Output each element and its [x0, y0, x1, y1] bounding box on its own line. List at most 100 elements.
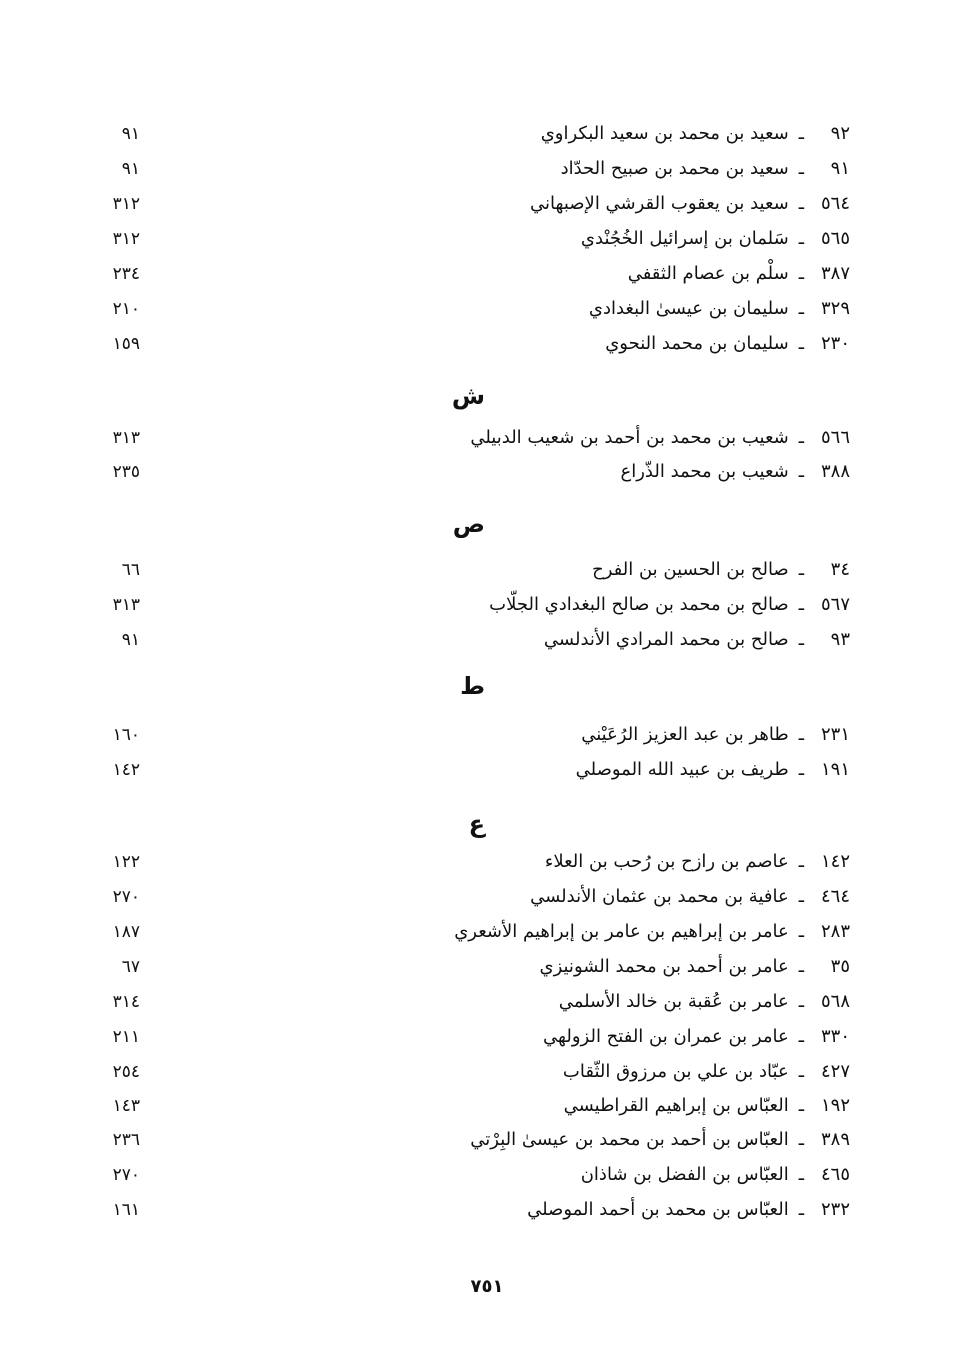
page-reference: ٩١: [60, 623, 140, 657]
entry-text: ٢٣٢ ـ العبّاس بن محمد بن أحمد الموصلي: [527, 1193, 850, 1227]
page-reference: ١٦١: [60, 1193, 140, 1227]
entry-dash: ـ: [798, 193, 804, 214]
entry-name: عافية بن محمد بن عثمان الأندلسي: [530, 886, 789, 907]
entry-text: ١٩١ ـ طريف بن عبيد الله الموصلي: [576, 753, 850, 787]
entry-text: ٢٨٣ ـ عامر بن إبراهيم بن عامر بن إبراهيم ا…: [454, 915, 850, 949]
entry-number: ٥٦٥: [820, 228, 850, 249]
index-entry: ١٩١ ـ طريف بن عبيد الله الموصلي ١٤٢: [0, 753, 956, 787]
entry-number: ٢٨٣: [820, 921, 850, 942]
page-reference: ٦٧: [60, 950, 140, 984]
page-reference: ٣١٣: [60, 588, 140, 622]
entry-dash: ـ: [798, 1129, 804, 1150]
entry-name: عامر بن عمران بن الفتح الزولهي: [543, 1026, 789, 1047]
index-entry: ٣٢٩ ـ سليمان بن عيسىٰ البغدادي ٢١٠: [0, 292, 956, 326]
entry-name: عامر بن أحمد بن محمد الشونيزي: [539, 956, 789, 977]
entry-dash: ـ: [798, 1061, 804, 1082]
entry-number: ٥٦٧: [820, 594, 850, 615]
page-reference-number: ٢١٠: [112, 299, 140, 319]
page-reference: ٣١٤: [60, 985, 140, 1019]
page-reference: ١٨٧: [60, 915, 140, 949]
entry-number: ٣٣٠: [820, 1026, 850, 1047]
page-reference-number: ١٨٧: [112, 922, 140, 942]
page-reference-number: ٢٣٦: [112, 1130, 140, 1150]
entry-number: ٣٢٩: [820, 298, 850, 319]
page-reference-number: ٣١٤: [112, 992, 140, 1012]
page-reference: ٩١: [60, 117, 140, 151]
page-reference: ٣١٣: [60, 421, 140, 455]
page-reference: ٢٧٠: [60, 880, 140, 914]
index-entry: ٣٤ ـ صالح بن الحسين بن الفرح ٦٦: [0, 553, 956, 587]
entry-name: طريف بن عبيد الله الموصلي: [575, 759, 789, 780]
page-reference-number: ٩١: [121, 159, 140, 179]
entry-number: ٣٨٨: [820, 461, 850, 482]
entry-name: العبّاس بن إبراهيم القراطيسي: [563, 1095, 789, 1116]
entry-name: العبّاس بن محمد بن أحمد الموصلي: [527, 1199, 789, 1220]
entry-number: ٣٨٧: [820, 263, 850, 284]
entry-name: عاصم بن رازح بن رُحب بن العلاء: [544, 851, 789, 872]
entry-name: شعيب بن محمد بن أحمد بن شعيب الدبيلي: [470, 427, 789, 448]
entry-name: صالح بن محمد المرادي الأندلسي: [543, 629, 789, 650]
entry-text: ٣٨٨ ـ شعيب بن محمد الذّراع: [620, 455, 850, 489]
entry-text: ٤٢٧ ـ عبّاد بن علي بن مرزوق الثّقاب: [563, 1055, 850, 1089]
index-entry: ٥٦٤ ـ سعيد بن يعقوب القرشي الإصبهاني ٣١٢: [0, 187, 956, 221]
index-entry: ٩١ ـ سعيد بن محمد بن صبيح الحدّاد ٩١: [0, 152, 956, 186]
page-reference-number: ٢٣٤: [112, 264, 140, 284]
entry-name: العبّاس بن الفضل بن شاذان: [580, 1164, 789, 1185]
entry-text: ٣٤ ـ صالح بن الحسين بن الفرح: [592, 553, 850, 587]
entry-name: صالح بن الحسين بن الفرح: [592, 559, 789, 580]
page-reference-number: ١٢٢: [112, 852, 140, 872]
entry-number: ٩٢: [830, 123, 850, 144]
page-reference-number: ١٤٢: [112, 760, 140, 780]
index-entry: ٥٦٧ ـ صالح بن محمد بن صالح البغدادي الجلّا…: [0, 588, 956, 622]
entry-name: عامر بن عُقبة بن خالد الأسلمي: [558, 991, 789, 1012]
page-reference-number: ٢٥٤: [112, 1062, 140, 1082]
page-reference-number: ٢٣٥: [112, 462, 140, 482]
entry-dash: ـ: [798, 427, 804, 448]
entry-dash: ـ: [798, 1199, 804, 1220]
entry-dash: ـ: [798, 228, 804, 249]
entry-text: ٣٨٧ ـ سلْم بن عصام الثقفي: [628, 257, 850, 291]
page-reference-number: ٢٧٠: [112, 887, 140, 907]
entry-text: ٥٦٧ ـ صالح بن محمد بن صالح البغدادي الجلّا…: [489, 588, 850, 622]
entry-number: ٤٢٧: [820, 1061, 850, 1082]
page-reference-number: ٦٧: [121, 957, 140, 977]
entry-number: ٤٦٤: [820, 886, 850, 907]
entry-dash: ـ: [798, 263, 804, 284]
entry-text: ٣٥ ـ عامر بن أحمد بن محمد الشونيزي: [539, 950, 850, 984]
page-reference: ٣١٢: [60, 222, 140, 256]
page-reference-number: ٢١١: [112, 1027, 140, 1047]
entry-dash: ـ: [798, 559, 804, 580]
page-reference-number: ١٤٣: [112, 1096, 140, 1116]
entry-name: العبّاس بن أحمد بن محمد بن عيسىٰ البِرْت…: [470, 1129, 789, 1150]
entry-text: ١٩٢ ـ العبّاس بن إبراهيم القراطيسي: [564, 1089, 850, 1123]
page-reference: ٢٥٤: [60, 1055, 140, 1089]
entry-dash: ـ: [798, 123, 804, 144]
index-entry: ٤٦٥ ـ العبّاس بن الفضل بن شاذان ٢٧٠: [0, 1158, 956, 1192]
entry-number: ١٩١: [820, 759, 850, 780]
entry-number: ٥٦٨: [820, 991, 850, 1012]
page-reference-number: ١٥٩: [112, 334, 140, 354]
entry-number: ٥٦٦: [820, 427, 850, 448]
entry-text: ٥٦٨ ـ عامر بن عُقبة بن خالد الأسلمي: [559, 985, 850, 1019]
page-reference-number: ٩١: [121, 630, 140, 650]
page-reference: ٢١٠: [60, 292, 140, 326]
section-letter-heading: ط: [460, 672, 485, 700]
entry-dash: ـ: [798, 629, 804, 650]
index-entry: ١٤٢ ـ عاصم بن رازح بن رُحب بن العلاء ١٢٢: [0, 845, 956, 879]
page-reference: ١٥٩: [60, 327, 140, 361]
page-reference: ٢٣٤: [60, 257, 140, 291]
entry-text: ٩٣ ـ صالح بن محمد المرادي الأندلسي: [544, 623, 850, 657]
entry-dash: ـ: [798, 851, 804, 872]
entry-dash: ـ: [798, 1164, 804, 1185]
page-reference: ٢٣٦: [60, 1123, 140, 1157]
index-entry: ٥٦٨ ـ عامر بن عُقبة بن خالد الأسلمي ٣١٤: [0, 985, 956, 1019]
entry-name: صالح بن محمد بن صالح البغدادي الجلّاب: [489, 594, 789, 615]
page-reference-number: ٣١٣: [112, 595, 140, 615]
page-reference-number: ١٦٠: [112, 725, 140, 745]
index-entry: ٩٣ ـ صالح بن محمد المرادي الأندلسي ٩١: [0, 623, 956, 657]
entry-dash: ـ: [798, 158, 804, 179]
entry-dash: ـ: [798, 991, 804, 1012]
entry-dash: ـ: [798, 886, 804, 907]
entry-number: ٣٨٩: [820, 1129, 850, 1150]
entry-name: طاهر بن عبد العزيز الرُعَيْني: [581, 724, 789, 745]
